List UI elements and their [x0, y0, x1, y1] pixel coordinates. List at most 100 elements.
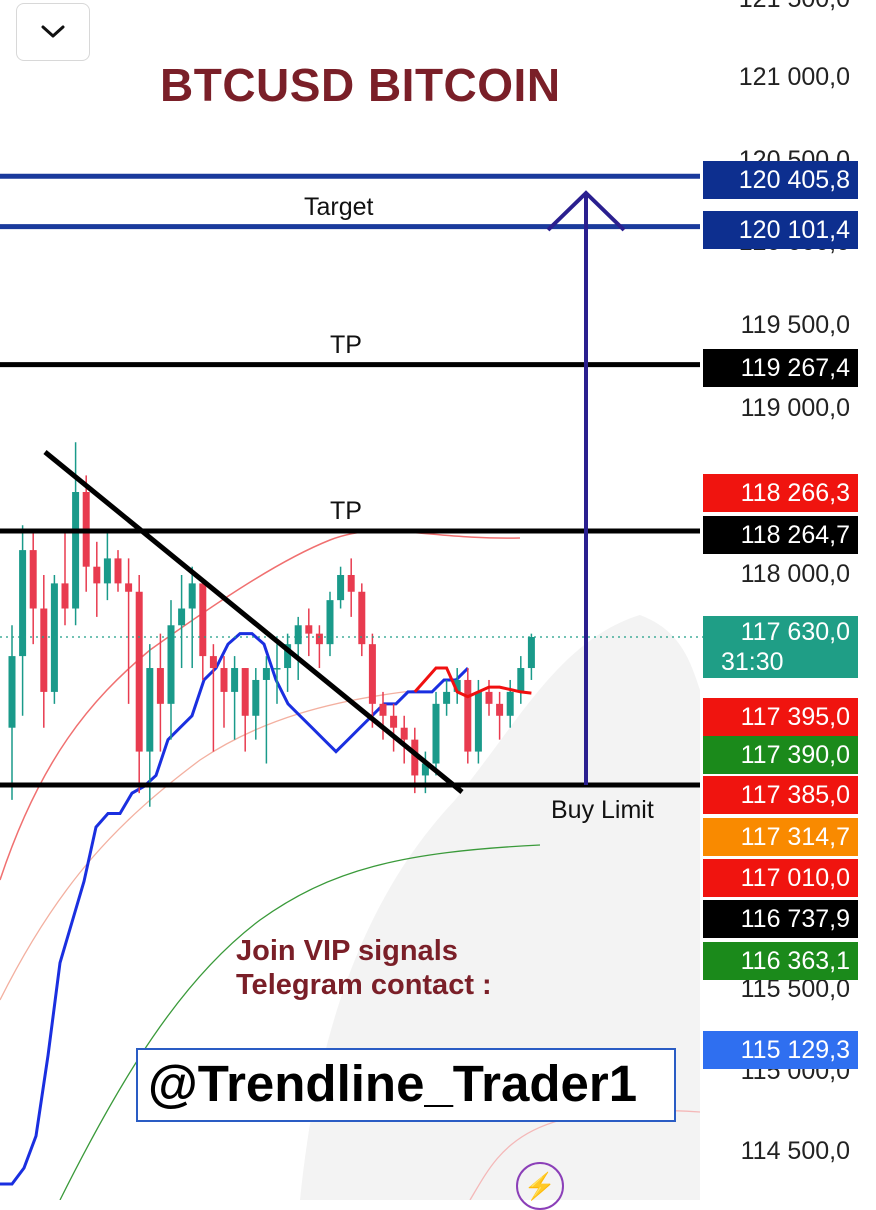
price-tag-value: 117 630,0 [740, 618, 850, 646]
price-tag: 117 630,0 31:30 [703, 616, 858, 678]
price-tag: 117 385,0 [703, 776, 858, 814]
candle-body [29, 550, 37, 609]
tp-label-lower: TP [330, 497, 362, 525]
price-tag: 115 129,3 [703, 1031, 858, 1069]
price-tag: 116 363,1 [703, 942, 858, 980]
candle-body [93, 566, 101, 584]
price-tag-value: 115 129,3 [740, 1036, 850, 1064]
candle-body [326, 600, 334, 645]
price-scale-label: 114 500,0 [740, 1137, 850, 1165]
candle-body [421, 763, 429, 776]
collapse-button[interactable] [16, 3, 90, 61]
price-tag: 117 010,0 [703, 859, 858, 897]
candle-body [284, 644, 292, 669]
candle-body [527, 637, 535, 669]
price-scale-label: 118 000,0 [740, 560, 850, 588]
price-tag-value: 116 363,1 [740, 947, 850, 975]
lightning-icon[interactable]: ⚡ [516, 1162, 564, 1210]
price-tag: 117 390,0 [703, 736, 858, 774]
candle-body [8, 656, 16, 728]
price-tag: 116 737,9 [703, 900, 858, 938]
drawings [0, 173, 703, 794]
price-tag-value: 117 385,0 [740, 781, 850, 809]
candle-body [443, 691, 451, 704]
candles [8, 442, 535, 807]
candle-body [125, 583, 133, 592]
price-scale-label: 121 000,0 [738, 63, 850, 91]
candle-body [432, 703, 440, 764]
candle-body [146, 668, 154, 752]
target-arrow-head [546, 190, 626, 232]
price-tag: 117 395,0 [703, 698, 858, 736]
candle-body [390, 715, 398, 728]
price-tag-value: 120 405,8 [738, 166, 850, 194]
candle-body [114, 558, 122, 584]
candle-body [135, 591, 143, 752]
candle-body [358, 591, 366, 645]
price-scale-label: 119 500,0 [740, 311, 850, 339]
candle-body [72, 492, 80, 609]
candle-body [485, 691, 493, 704]
candle-body [19, 550, 27, 657]
candle-body [400, 727, 408, 740]
candle-body [474, 691, 482, 752]
candle-body [167, 625, 175, 704]
price-tag: 120 405,8 [703, 161, 858, 199]
ma-orange-light [0, 689, 421, 1001]
promo-text: Join VIP signals Telegram contact : [236, 934, 492, 1002]
blue-indicator-line [0, 632, 470, 1186]
promo-line-1: Join VIP signals [236, 935, 458, 967]
candle-body [368, 644, 376, 704]
tp-label-upper: TP [330, 331, 362, 359]
candle-body [252, 679, 260, 716]
price-scale-label: 119 000,0 [740, 394, 850, 422]
candle-body [199, 583, 207, 657]
candle-body [517, 668, 525, 692]
candle-body [347, 575, 355, 592]
price-tag-value: 116 737,9 [740, 905, 850, 933]
candle-body [220, 668, 228, 692]
candle-body [315, 633, 323, 645]
price-tag-value: 117 390,0 [740, 741, 850, 769]
candle-body [305, 625, 313, 634]
candle-body [178, 608, 186, 626]
candle-body [464, 679, 472, 752]
chart-title: BTCUSD BITCOIN [160, 59, 561, 111]
red-indicator-line [413, 666, 532, 699]
ma-green [59, 844, 541, 1200]
candle-body [231, 668, 239, 692]
chevron-down-icon [41, 25, 65, 38]
price-tag: 118 264,7 [703, 516, 858, 554]
candle-body [496, 703, 504, 716]
price-tag-value: 117 395,0 [740, 703, 850, 731]
candle-body [262, 668, 270, 680]
price-tag-value: 117 314,7 [740, 823, 850, 851]
candle-body [40, 608, 48, 692]
candle-body [294, 625, 302, 645]
promo-line-2: Telegram contact : [236, 969, 492, 1001]
candle-body [273, 668, 281, 670]
candle-body [61, 583, 69, 609]
candle-body [188, 583, 196, 609]
candle-body [241, 668, 249, 716]
countdown-timer: 31:30 [721, 648, 784, 676]
price-tag: 119 267,4 [703, 349, 858, 387]
price-tag-value: 118 264,7 [740, 521, 850, 549]
candle-body [453, 679, 461, 692]
candle-body [103, 558, 111, 584]
candle-body [506, 691, 514, 716]
candle-body [411, 739, 419, 776]
telegram-handle-box: @Trendline_Trader1 [136, 1048, 676, 1122]
candle-body [379, 703, 387, 716]
candle-body [337, 575, 345, 601]
price-tag-value: 117 010,0 [740, 864, 850, 892]
price-tag: 120 101,4 [703, 211, 858, 249]
price-scale-label: 121 500,0 [739, 0, 850, 14]
price-tag-value: 120 101,4 [738, 216, 850, 244]
descending-trendline [43, 450, 464, 794]
buy-limit-label: Buy Limit [551, 796, 654, 824]
candle-body [209, 656, 217, 669]
price-tag-value: 119 267,4 [740, 354, 850, 382]
target-label: Target [304, 193, 374, 221]
candle-body [156, 668, 164, 704]
